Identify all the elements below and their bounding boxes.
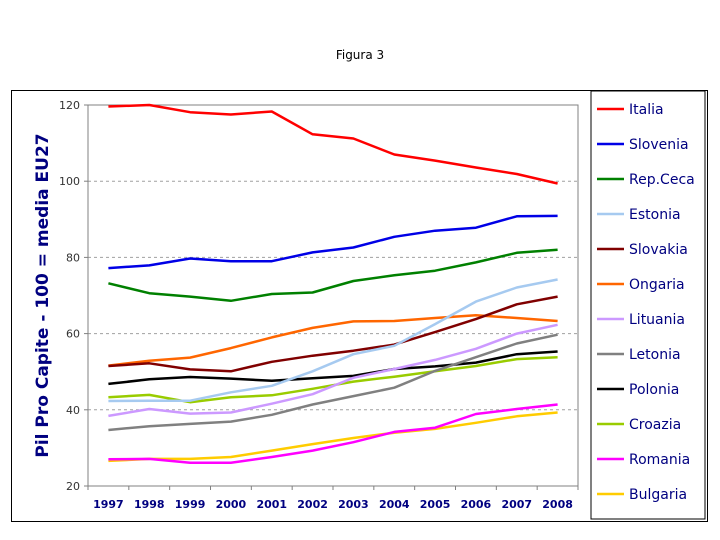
y-tick-label: 100: [59, 175, 80, 188]
x-tick-label: 1998: [134, 498, 165, 511]
x-tick-label: 2007: [501, 498, 532, 511]
y-tick-label: 60: [66, 328, 80, 341]
legend: [590, 90, 706, 520]
x-tick-label: 1999: [175, 498, 206, 511]
series-line-romania: [108, 403, 558, 465]
series-line-polonia: [108, 350, 558, 386]
gridlines: [88, 180, 578, 411]
series-line-estonia: [108, 278, 558, 403]
legend-label-rep-ceca: Rep.Ceca: [629, 172, 695, 188]
y-tick-label: 40: [66, 404, 80, 417]
x-tick-label: 2006: [461, 498, 492, 511]
legend-label-lituania: Lituania: [629, 312, 685, 328]
chart-frame: [11, 90, 708, 522]
y-tick-label: 120: [59, 99, 80, 112]
legend-label-romania: Romania: [629, 452, 690, 468]
legend-label-slovenia: Slovenia: [629, 137, 689, 153]
series-line-italia: [108, 103, 558, 185]
figure-title: Figura 3: [335, 48, 385, 62]
legend-label-polonia: Polonia: [629, 382, 679, 398]
x-tick-label: 2001: [256, 498, 287, 511]
series-line-slovenia: [108, 214, 558, 270]
series-line-lituania: [108, 323, 558, 418]
x-tick-label: 2008: [542, 498, 573, 511]
x-tick-label: 2005: [420, 498, 451, 511]
series-line-bulgaria: [108, 411, 558, 463]
y-tick-label: 20: [66, 480, 80, 493]
x-tick-label: 1997: [93, 498, 124, 511]
legend-label-italia: Italia: [629, 102, 664, 118]
y-axis-ticks: 20 40 60 80 100 120: [59, 99, 88, 493]
legend-label-slovakia: Slovakia: [629, 242, 688, 258]
legend-label-ongaria: Ongaria: [629, 277, 685, 293]
x-tick-label: 2004: [379, 498, 410, 511]
y-axis-label: Pil Pro Capite - 100 = media EU27: [33, 133, 53, 457]
plot-area: [87, 104, 579, 487]
legend-label-letonia: Letonia: [629, 347, 681, 363]
legend-label-croazia: Croazia: [629, 417, 681, 433]
legend-entries: Italia Slovenia Rep.Ceca Estonia Slovakia Ong…: [597, 102, 695, 503]
x-tick-label: 2003: [338, 498, 369, 511]
series-line-rep-ceca: [108, 248, 558, 303]
legend-label-bulgaria: Bulgaria: [629, 487, 687, 503]
series-lines: [108, 103, 558, 465]
series-line-letonia: [108, 333, 558, 432]
series-line-ongaria: [108, 314, 558, 367]
x-tick-label: 2000: [216, 498, 247, 511]
legend-label-estonia: Estonia: [629, 207, 681, 223]
x-axis-ticks: 1997 1998 1999 2000 2001 2002 2003 2004 2005 2006…: [87, 486, 579, 511]
x-tick-label: 2002: [297, 498, 328, 511]
series-line-slovakia: [108, 295, 558, 373]
y-tick-label: 80: [66, 251, 80, 264]
